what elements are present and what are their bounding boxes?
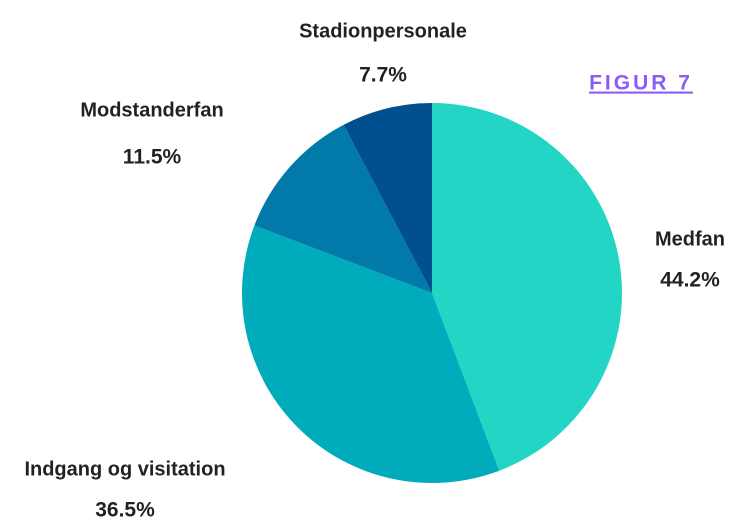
slice-value: 44.2% <box>660 269 720 292</box>
pie-slice <box>254 124 432 293</box>
slice-label: Modstanderfan <box>80 99 223 121</box>
slice-value: 36.5% <box>95 499 155 522</box>
slice-label: Stadionpersonale <box>299 20 467 42</box>
slice-label: Indgang og visitation <box>24 458 225 480</box>
pie-slice <box>241 225 500 484</box>
pie-slice <box>432 102 623 471</box>
pie-slice <box>343 103 432 293</box>
slice-label: Medfan <box>655 228 725 250</box>
slice-value: 11.5% <box>123 146 182 169</box>
figure-title: FIGUR 7 <box>589 72 693 95</box>
slice-value: 7.7% <box>359 64 407 87</box>
